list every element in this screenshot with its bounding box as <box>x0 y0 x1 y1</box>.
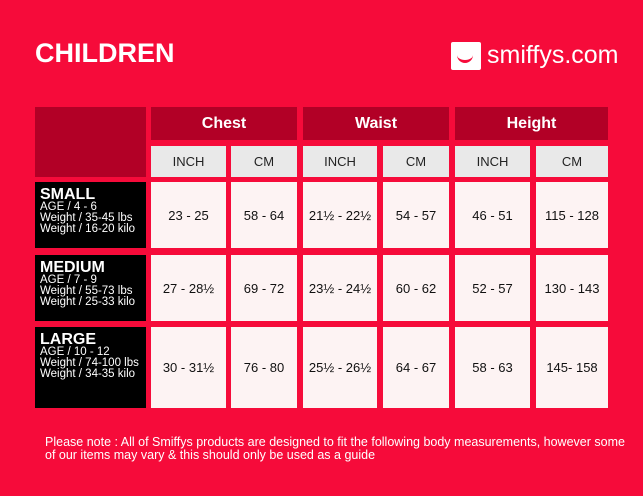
logo: smiffys.com <box>451 41 619 70</box>
table-cell: 27 - 28½ <box>151 255 226 321</box>
table-cell: 130 - 143 <box>536 255 608 321</box>
group-header-chest: Chest <box>151 107 297 140</box>
table-cell: 54 - 57 <box>383 182 449 248</box>
weight-lbs: Weight / 35-45 lbs <box>40 212 133 224</box>
weight-kilo: Weight / 25-33 kilo <box>40 296 136 308</box>
size-label-small: SMALL AGE / 4 - 6 Weight / 35-45 lbs Weight… <box>35 182 146 248</box>
weight-lbs: Weight / 74-100 lbs <box>40 357 139 369</box>
unit-header: INCH <box>151 146 226 177</box>
table-cell: 58 - 64 <box>231 182 297 248</box>
age: AGE / 10 - 12 <box>40 346 110 358</box>
table-cell: 145- 158 <box>536 327 608 408</box>
group-header-height: Height <box>455 107 608 140</box>
unit-header: INCH <box>303 146 377 177</box>
table-cell: 52 - 57 <box>455 255 530 321</box>
table-cell: 76 - 80 <box>231 327 297 408</box>
table-corner <box>35 107 146 177</box>
size-name: MEDIUM <box>40 259 105 276</box>
weight-lbs: Weight / 55-73 lbs <box>40 285 133 297</box>
unit-header: CM <box>231 146 297 177</box>
logo-text: smiffys.com <box>487 41 619 69</box>
group-header-waist: Waist <box>303 107 449 140</box>
disclaimer-note: Please note : All of Smiffys products ar… <box>45 435 625 462</box>
table-cell: 21½ - 22½ <box>303 182 377 248</box>
table-cell: 23 - 25 <box>151 182 226 248</box>
table-cell: 30 - 31½ <box>151 327 226 408</box>
table-cell: 46 - 51 <box>455 182 530 248</box>
table-cell: 25½ - 26½ <box>303 327 377 408</box>
age: AGE / 4 - 6 <box>40 201 97 213</box>
weight-kilo: Weight / 34-35 kilo <box>40 368 136 380</box>
size-label-medium: MEDIUM AGE / 7 - 9 Weight / 55-73 lbs Weigh… <box>35 255 146 321</box>
unit-header: CM <box>383 146 449 177</box>
table-cell: 64 - 67 <box>383 327 449 408</box>
weight-kilo: Weight / 16-20 kilo <box>40 223 136 235</box>
table-cell: 23½ - 24½ <box>303 255 377 321</box>
unit-header: INCH <box>455 146 530 177</box>
page-title: CHILDREN <box>35 38 175 68</box>
table-cell: 115 - 128 <box>536 182 608 248</box>
smiley-icon <box>451 41 481 70</box>
unit-header: CM <box>536 146 608 177</box>
age: AGE / 7 - 9 <box>40 274 97 286</box>
table-cell: 69 - 72 <box>231 255 297 321</box>
table-cell: 58 - 63 <box>455 327 530 408</box>
size-name: SMALL <box>40 186 96 203</box>
size-label-large: LARGE AGE / 10 - 12 Weight / 74-100 lbs Wei… <box>35 327 146 408</box>
table-cell: 60 - 62 <box>383 255 449 321</box>
size-name: LARGE <box>40 331 96 348</box>
